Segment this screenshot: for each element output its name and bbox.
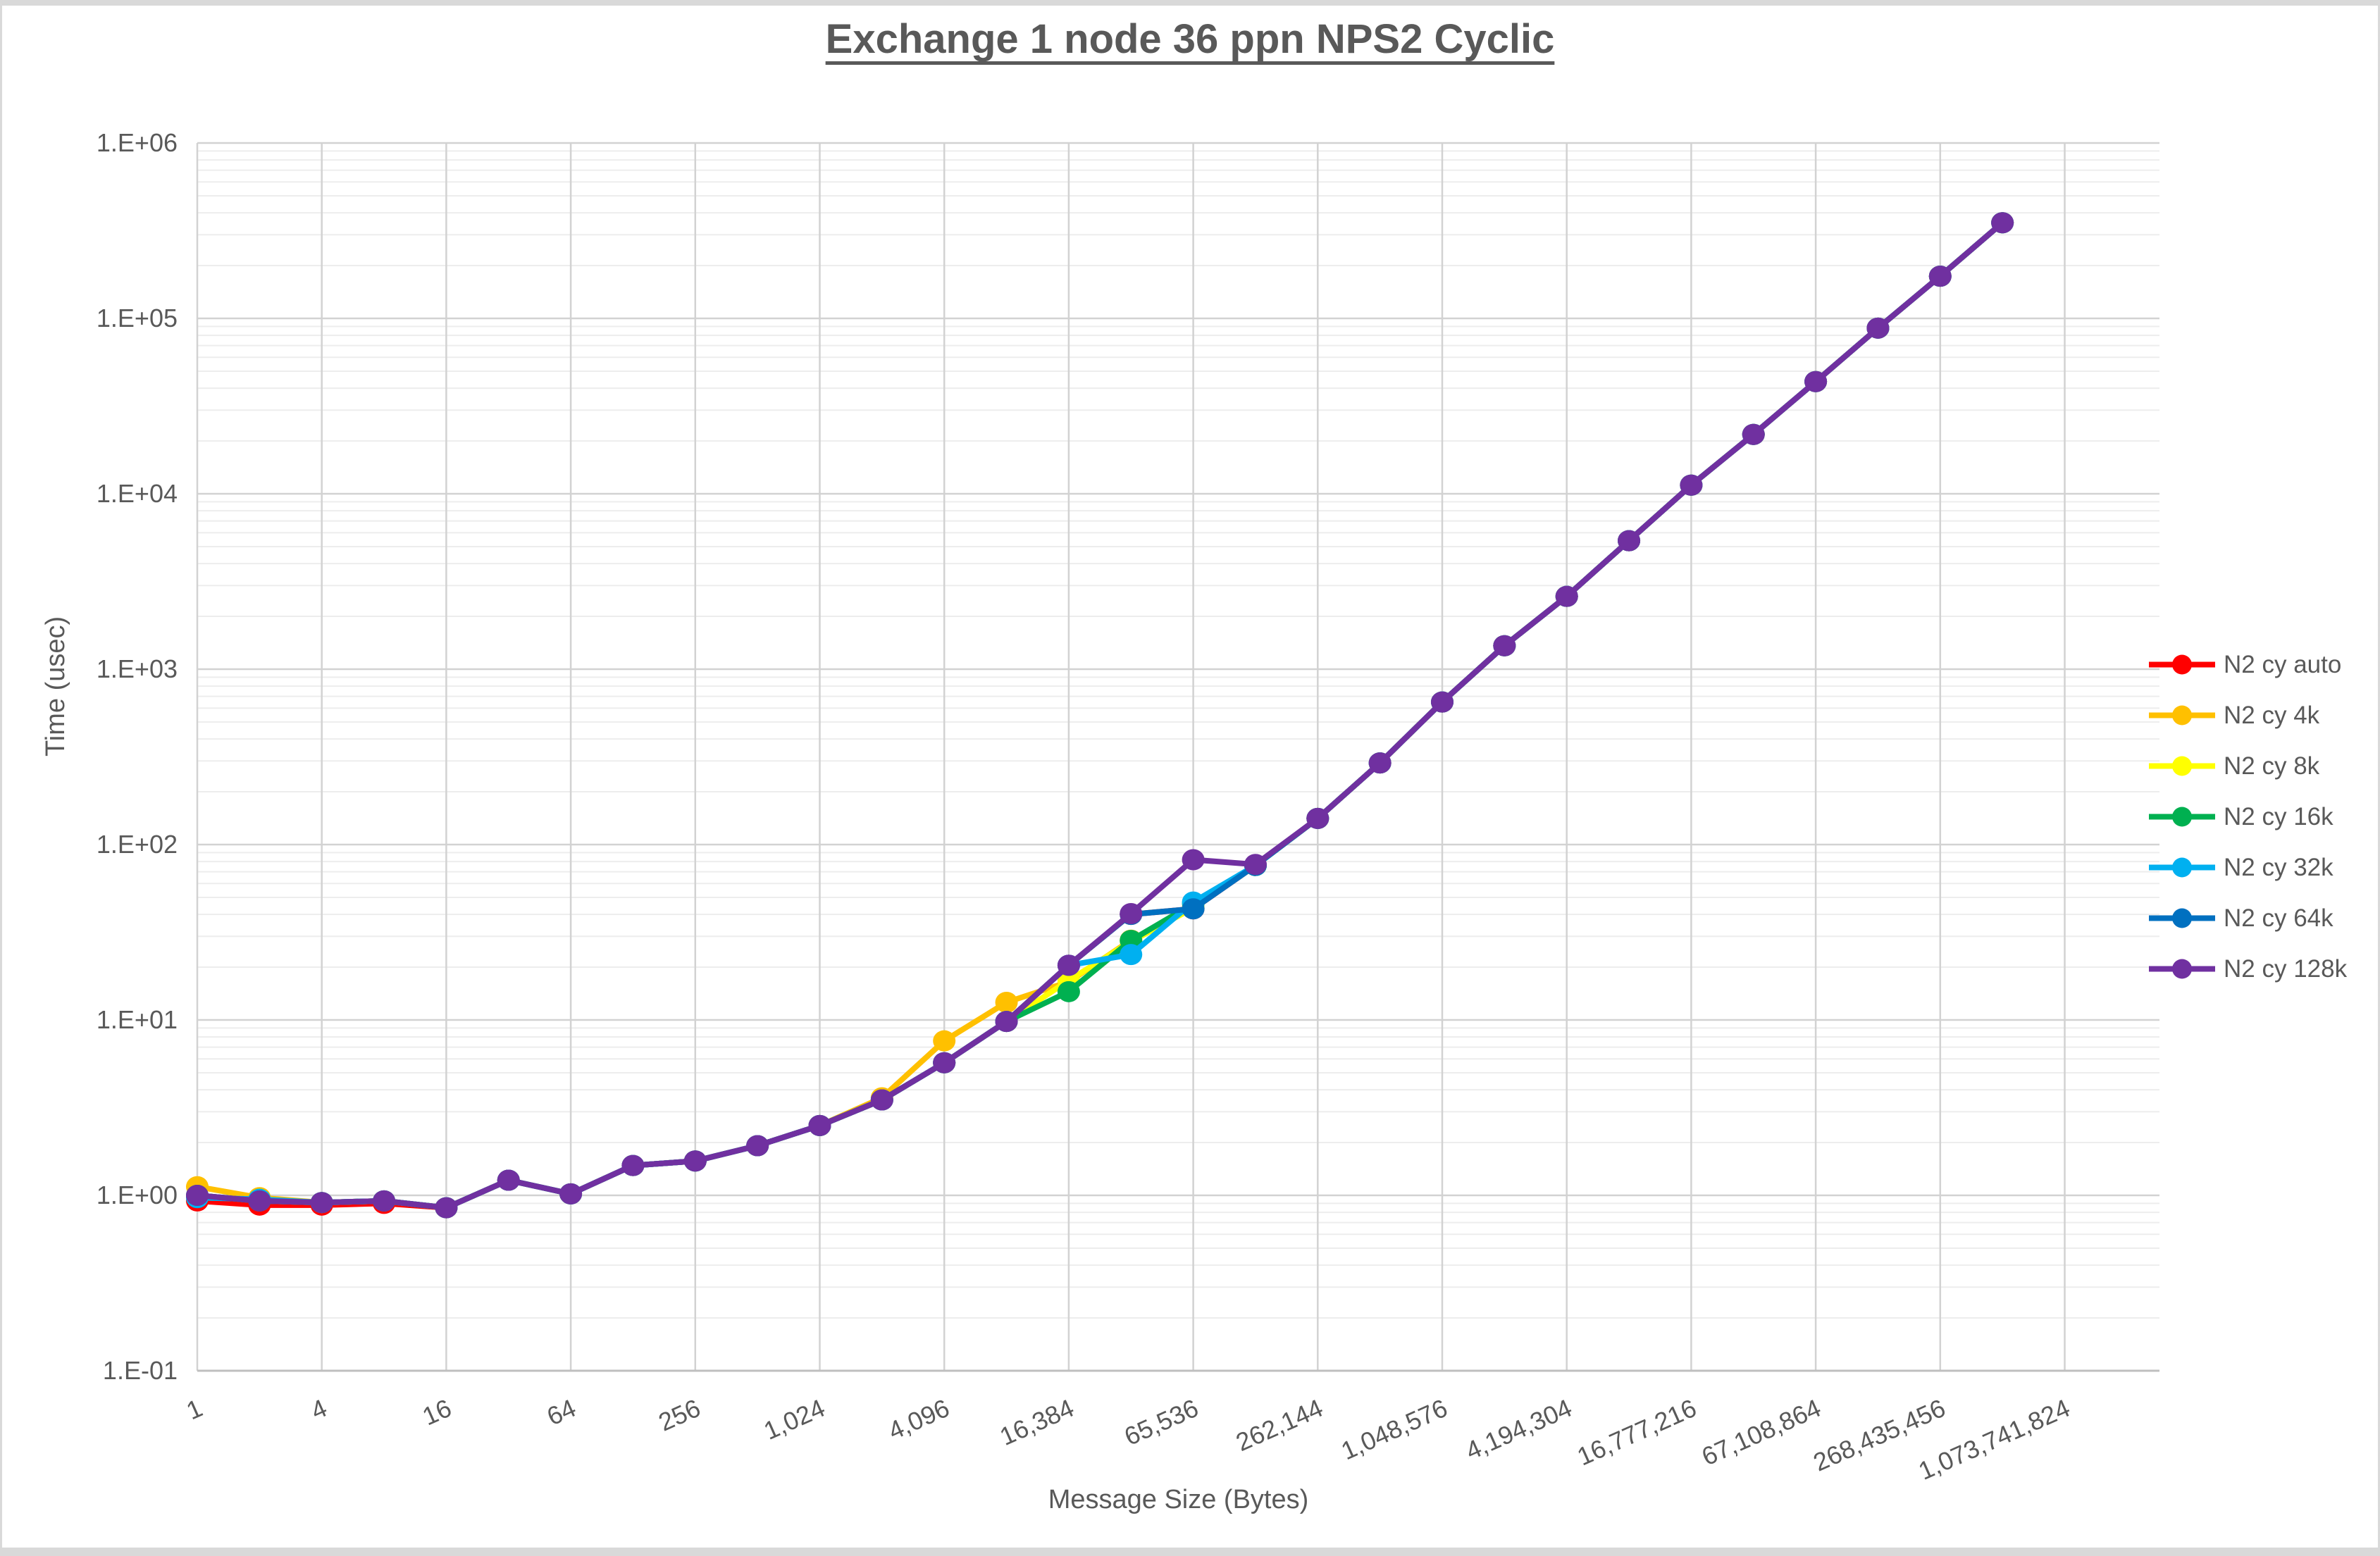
legend-marker	[2149, 807, 2215, 827]
legend-label: N2 cy 64k	[2224, 904, 2333, 932]
svg-text:64: 64	[543, 1393, 580, 1431]
legend-label: N2 cy auto	[2224, 650, 2342, 678]
svg-text:16,384: 16,384	[996, 1393, 1078, 1451]
series-n2-cy-auto	[186, 212, 2014, 1219]
legend-label: N2 cy 8k	[2224, 752, 2320, 780]
legend-label: N2 cy 32k	[2224, 853, 2333, 881]
svg-text:1.E+05: 1.E+05	[97, 304, 178, 332]
svg-text:16,777,216: 16,777,216	[1573, 1393, 1700, 1471]
legend-item-32k: N2 cy 32k	[2147, 854, 2347, 881]
legend-item-8k: N2 cy 8k	[2147, 752, 2347, 780]
svg-text:1.E+06: 1.E+06	[97, 128, 178, 157]
svg-text:67,108,864: 67,108,864	[1697, 1393, 1825, 1471]
legend-item-4k: N2 cy 4k	[2147, 702, 2347, 729]
svg-text:1,048,576: 1,048,576	[1337, 1393, 1451, 1466]
legend-label: N2 cy 4k	[2224, 701, 2320, 729]
series-n2-cy-128k	[186, 212, 2014, 1219]
window-edge-left	[0, 0, 2, 1556]
legend-item-auto: N2 cy auto	[2147, 650, 2347, 678]
svg-text:256: 256	[654, 1393, 705, 1437]
legend-item-64k: N2 cy 64k	[2147, 904, 2347, 932]
window-edge-right	[2378, 0, 2380, 1556]
svg-text:65,536: 65,536	[1120, 1393, 1203, 1451]
legend-marker	[2149, 959, 2215, 979]
svg-text:1.E+01: 1.E+01	[97, 1005, 178, 1034]
svg-text:1.E+04: 1.E+04	[97, 479, 178, 508]
series-n2-cy-32k	[186, 212, 2014, 1219]
series-n2-cy-8k	[186, 212, 2014, 1219]
legend-item-128k: N2 cy 128k	[2147, 954, 2348, 983]
svg-text:1.E+03: 1.E+03	[97, 654, 178, 683]
x-tick-labels: 1 4 16 64 256 1,024 4,096 16,384 65,536 262,144 1,…	[182, 1393, 2074, 1486]
legend-label: N2 cy 128k	[2224, 954, 2348, 983]
legend-marker	[2149, 705, 2215, 726]
svg-text:262,144: 262,144	[1232, 1393, 1327, 1457]
legend-marker	[2149, 908, 2215, 928]
series-n2-cy-16k	[186, 212, 2014, 1219]
svg-text:1,024: 1,024	[760, 1393, 829, 1445]
chart-title: Exchange 1 node 36 ppn NPS2 Cyclic	[825, 16, 1555, 62]
svg-text:4: 4	[306, 1393, 331, 1426]
series-n2-cy-4k	[186, 212, 2014, 1219]
legend-item-16k: N2 cy 16k	[2147, 802, 2347, 830]
gridlines-minor	[197, 150, 2159, 1319]
svg-text:16: 16	[418, 1393, 455, 1431]
svg-text:4,194,304: 4,194,304	[1461, 1393, 1576, 1466]
legend-marker	[2149, 654, 2215, 675]
svg-text:1.E+02: 1.E+02	[97, 830, 178, 859]
gridlines-vertical	[196, 143, 2066, 1371]
series-n2-cy-64k	[186, 212, 2014, 1219]
legend: N2 cy auto N2 cy 4k N2 cy 8k N2 cy 16k N…	[2147, 650, 2348, 983]
y-tick-labels: 1.E+06 1.E+05 1.E+04 1.E+03 1.E+02 1.E+01 1.E+…	[97, 128, 178, 1385]
window-edge-top	[0, 0, 2380, 6]
svg-text:1: 1	[182, 1393, 206, 1426]
svg-text:4,096: 4,096	[884, 1393, 953, 1445]
x-axis-title: Message Size (Bytes)	[1048, 1485, 1309, 1514]
window-edge-bottom	[0, 1548, 2380, 1556]
legend-marker	[2149, 857, 2215, 878]
legend-label: N2 cy 16k	[2224, 802, 2333, 830]
svg-text:1.E-01: 1.E-01	[103, 1356, 178, 1385]
svg-text:1.E+00: 1.E+00	[97, 1181, 178, 1209]
legend-marker	[2149, 756, 2215, 776]
